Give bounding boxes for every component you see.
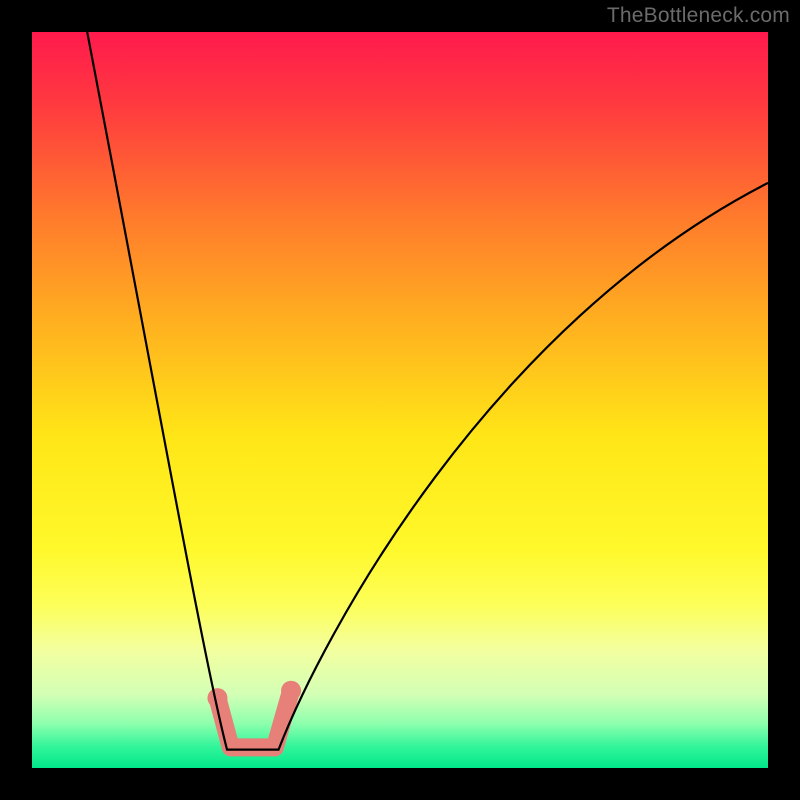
watermark-text: TheBottleneck.com — [607, 4, 790, 28]
chart-frame: TheBottleneck.com — [0, 0, 800, 800]
highlight-dot-right — [281, 681, 301, 701]
plot-area — [32, 32, 768, 768]
gradient-background — [32, 32, 768, 768]
bottleneck-chart-svg — [32, 32, 768, 768]
